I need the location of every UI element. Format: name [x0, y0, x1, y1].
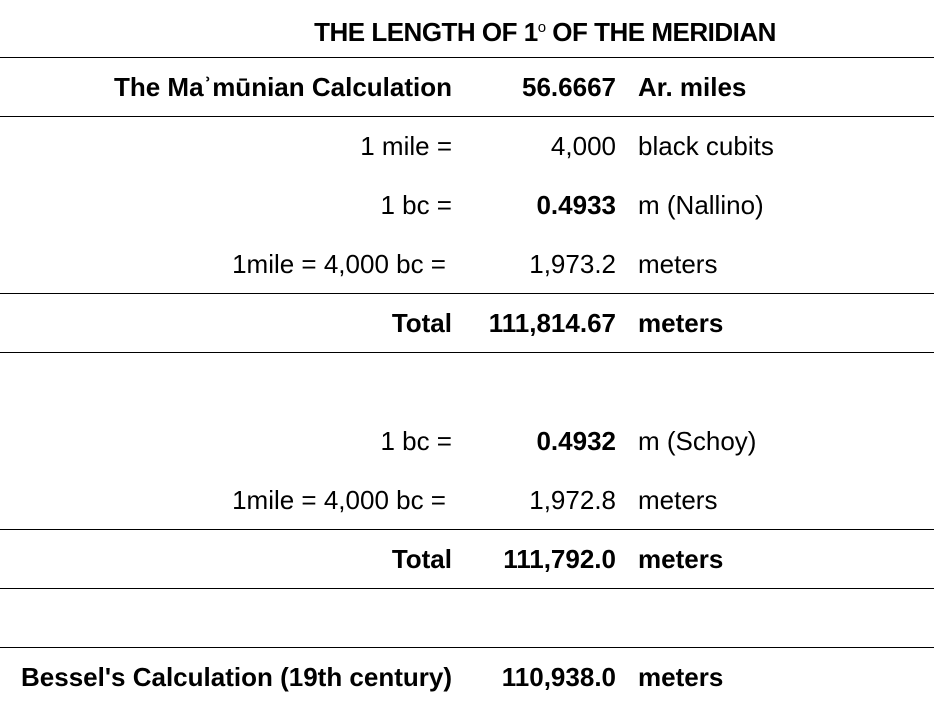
table-row: Total 111,792.0 meters: [0, 530, 934, 588]
row-label: 1 bc =: [380, 426, 452, 456]
row-unit: m (Nallino): [638, 190, 764, 220]
row-value: 1,972.8: [529, 485, 616, 515]
row-value: 0.4932: [536, 426, 616, 456]
row-unit: black cubits: [638, 131, 774, 161]
row-value: 111,814.67: [488, 308, 616, 338]
row-unit: meters: [638, 249, 718, 279]
table-row: 1mile = 4,000 bc = 1,973.2 meters: [0, 235, 934, 293]
row-label: 1 bc =: [380, 190, 452, 220]
row-label: 1 mile =: [360, 131, 452, 161]
row-value: 0.4933: [536, 190, 616, 220]
title-text-rest: OF THE MERIDIAN: [545, 17, 776, 47]
divider: [0, 116, 934, 117]
divider: [0, 588, 934, 589]
row-value: 1,973.2: [529, 249, 616, 279]
table-row: 1 bc = 0.4932 m (Schoy): [0, 412, 934, 470]
row-unit: meters: [638, 308, 724, 338]
table-row: 1 bc = 0.4933 m (Nallino): [0, 176, 934, 234]
row-value: 56.6667: [522, 72, 616, 102]
row-unit: meters: [638, 662, 724, 692]
row-unit: meters: [638, 544, 724, 574]
row-unit: m (Schoy): [638, 426, 757, 456]
divider: [0, 647, 934, 648]
divider: [0, 352, 934, 353]
divider: [0, 57, 934, 58]
row-label: Total: [391, 544, 452, 574]
table-row: 1mile = 4,000 bc = 1,972.8 meters: [0, 471, 934, 529]
table-row: 1 mile = 4,000 black cubits: [0, 117, 934, 175]
row-value: 110,938.0: [501, 662, 616, 692]
row-label: Bessel's Calculation (19th century): [21, 662, 452, 692]
table-row: Bessel's Calculation (19th century) 110,…: [0, 648, 934, 706]
divider: [0, 293, 934, 294]
table-row: The Maʾmūnian Calculation 56.6667 Ar. mi…: [0, 58, 934, 116]
title-text: THE LENGTH OF 1: [314, 17, 538, 47]
table-title: THE LENGTH OF 1o OF THE MERIDIAN: [0, 10, 934, 47]
table-row: Total 111,814.67 meters: [0, 294, 934, 352]
row-value: 4,000: [550, 131, 616, 161]
row-unit: meters: [638, 485, 718, 515]
row-label: 1mile = 4,000 bc =: [232, 485, 446, 515]
row-value: 111,792.0: [503, 544, 616, 574]
row-label: 1mile = 4,000 bc =: [232, 249, 446, 279]
row-label: The Maʾmūnian Calculation: [113, 72, 452, 102]
divider: [0, 529, 934, 530]
degree-sign: o: [537, 19, 546, 36]
row-unit: Ar. miles: [638, 72, 747, 102]
row-label: Total: [391, 308, 452, 338]
